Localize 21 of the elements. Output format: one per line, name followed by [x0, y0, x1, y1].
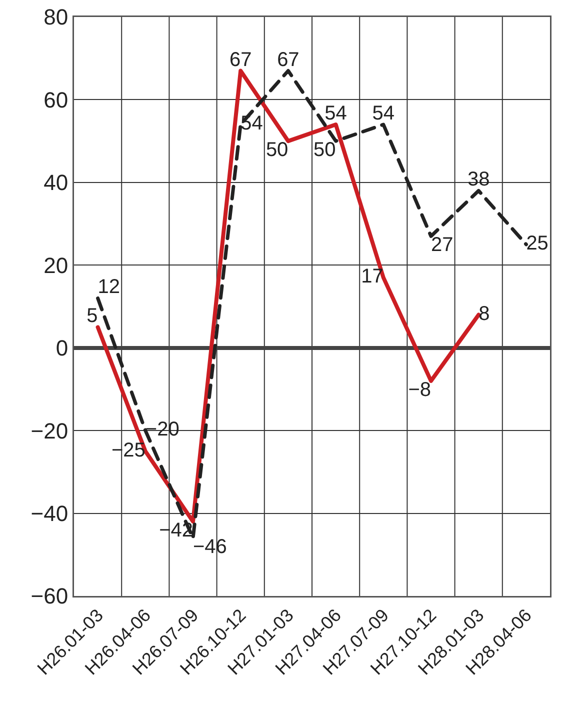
data-label: 12: [98, 276, 120, 298]
y-tick-label: −60: [30, 584, 68, 609]
data-label: 54: [324, 102, 347, 125]
data-label: 67: [229, 48, 252, 71]
data-label: 5: [86, 305, 98, 328]
data-label: 8: [478, 302, 490, 325]
y-tick-label: 80: [44, 4, 68, 30]
data-label: 50: [266, 139, 288, 162]
y-tick-label: −20: [30, 418, 68, 444]
y-tick-label: −40: [30, 500, 68, 526]
data-label: −8: [408, 378, 431, 401]
data-label: 27: [431, 234, 454, 256]
y-tick-label: 60: [44, 87, 68, 112]
data-label: 67: [277, 48, 300, 71]
y-tick-label: 0: [56, 336, 68, 361]
y-tick-label: 40: [44, 170, 68, 196]
data-label: 25: [526, 232, 548, 254]
data-label: 50: [314, 139, 336, 162]
data-label: 17: [361, 266, 384, 288]
y-tick-label: 20: [44, 252, 68, 278]
data-label: 54: [372, 102, 395, 125]
